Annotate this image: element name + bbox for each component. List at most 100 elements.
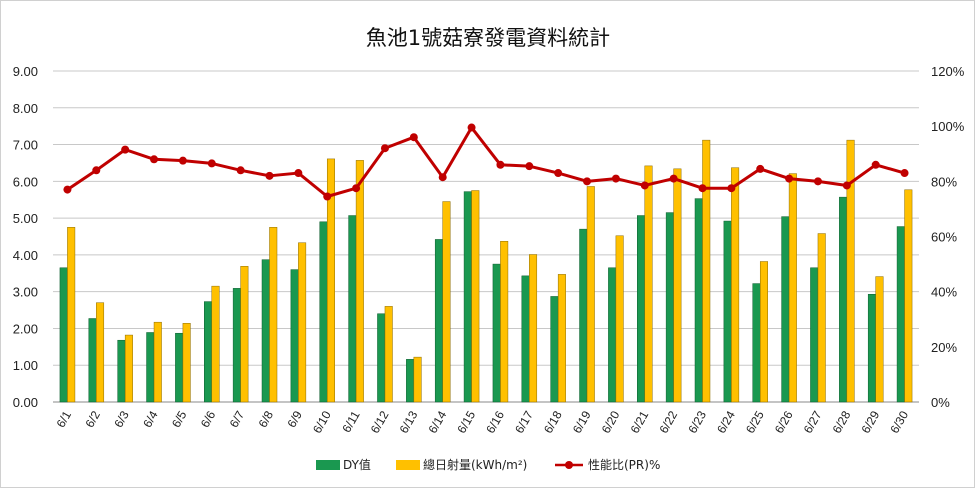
point-pr — [178, 156, 187, 165]
point-pr — [554, 169, 563, 178]
x-tick-label: 6/18 — [541, 408, 565, 436]
point-pr — [785, 174, 794, 183]
bar-dy — [406, 359, 415, 403]
bar-dy — [781, 216, 790, 403]
bar-dy — [348, 215, 357, 403]
bar-irradiance — [846, 139, 855, 403]
x-tick-label: 6/29 — [858, 408, 882, 436]
y-right-tick-label: 100% — [931, 119, 965, 134]
x-tick-label: 6/23 — [685, 408, 709, 436]
bar-dy — [665, 212, 674, 403]
chart-title: 魚池1號菇寮發電資料統計 — [366, 26, 610, 50]
legend-label-irradiance: 總日射量(kWh/m²) — [423, 457, 527, 472]
point-pr — [871, 160, 880, 169]
bar-dy — [579, 228, 588, 403]
bar-dy — [550, 296, 559, 403]
x-tick-label: 6/10 — [310, 408, 334, 436]
bar-dy — [752, 283, 761, 403]
y-left-tick-label: 8.00 — [13, 101, 38, 116]
x-tick-label: 6/19 — [570, 408, 594, 436]
bar-irradiance — [759, 261, 768, 403]
x-tick-label: 6/16 — [483, 408, 507, 436]
point-pr — [467, 123, 476, 132]
x-tick-label: 6/30 — [887, 408, 911, 436]
bar-irradiance — [817, 233, 826, 403]
x-tick-label: 6/12 — [368, 408, 392, 436]
x-tick-label: 6/13 — [397, 408, 421, 436]
bar-dy — [59, 267, 68, 403]
y-left-tick-label: 9.00 — [13, 64, 38, 79]
point-pr — [236, 166, 245, 175]
x-tick-label: 6/28 — [830, 408, 854, 436]
bar-dy — [608, 267, 617, 403]
y-axis-left: 0.00 1.00 2.00 3.00 4.00 5.00 6.00 7.00 8.00 9.00 — [13, 64, 38, 410]
y-left-tick-label: 4.00 — [13, 248, 38, 263]
y-left-tick-label: 1.00 — [13, 358, 38, 373]
bar-dy — [117, 339, 126, 403]
x-tick-label: 6/7 — [227, 408, 248, 430]
bar-irradiance — [413, 356, 422, 403]
bar-irradiance — [240, 266, 249, 403]
bar-irradiance — [67, 227, 76, 403]
point-pr — [150, 155, 159, 164]
y-right-tick-label: 40% — [931, 285, 957, 300]
x-tick-label: 6/15 — [454, 408, 478, 436]
x-tick-label: 6/20 — [599, 408, 623, 436]
bar-irradiance — [615, 235, 624, 403]
y-left-tick-label: 5.00 — [13, 211, 38, 226]
y-right-tick-label: 80% — [931, 174, 957, 189]
bar-irradiance — [673, 168, 682, 403]
legend-swatch-dy — [316, 460, 340, 470]
bar-irradiance — [702, 139, 711, 403]
x-axis: 6/1 6/2 6/3 6/4 6/5 6/6 6/7 6/8 6/9 6/10 6/11 6/12 6… — [54, 408, 912, 436]
point-pr — [265, 171, 274, 180]
x-tick-label: 6/24 — [714, 408, 738, 436]
x-tick-label: 6/1 — [54, 408, 75, 430]
point-pr — [352, 184, 361, 193]
y-axis-right: 0% 20% 40% 60% 80% 100% 120% — [931, 64, 965, 410]
bar-dy — [146, 332, 155, 403]
bar-irradiance — [471, 190, 480, 403]
bar-irradiance — [788, 173, 797, 403]
bar-dy — [694, 198, 703, 403]
bar-irradiance — [298, 242, 307, 403]
point-pr — [380, 144, 389, 153]
y-right-tick-label: 20% — [931, 340, 957, 355]
bar-irradiance — [96, 302, 105, 403]
point-pr — [496, 160, 505, 169]
bar-irradiance — [153, 321, 162, 403]
bar-dy — [896, 226, 905, 403]
x-tick-label: 6/6 — [198, 408, 219, 430]
x-tick-label: 6/5 — [169, 408, 190, 430]
legend-marker-pr — [565, 461, 573, 469]
point-pr — [727, 184, 736, 193]
y-left-tick-label: 7.00 — [13, 138, 38, 153]
y-left-tick-label: 6.00 — [13, 174, 38, 189]
x-tick-label: 6/22 — [656, 408, 680, 436]
x-tick-label: 6/3 — [111, 408, 132, 430]
point-pr — [900, 169, 909, 178]
bar-series — [59, 139, 913, 403]
bar-irradiance — [644, 165, 653, 403]
point-pr — [323, 192, 332, 201]
bar-irradiance — [586, 186, 595, 403]
point-pr — [640, 181, 649, 190]
bar-irradiance — [355, 160, 364, 403]
x-tick-label: 6/26 — [772, 408, 796, 436]
point-pr — [611, 174, 620, 183]
x-tick-label: 6/21 — [628, 408, 652, 436]
point-pr — [842, 181, 851, 190]
point-pr — [813, 177, 822, 186]
bar-irradiance — [211, 285, 220, 403]
bar-dy — [521, 275, 530, 403]
legend-label-pr: 性能比(PR)% — [588, 458, 660, 472]
x-tick-label: 6/4 — [140, 408, 161, 430]
bar-irradiance — [269, 227, 278, 403]
x-tick-label: 6/2 — [82, 408, 103, 430]
bar-irradiance — [875, 276, 884, 403]
gridlines — [53, 70, 919, 403]
bar-irradiance — [182, 323, 191, 403]
x-tick-label: 6/25 — [743, 408, 767, 436]
